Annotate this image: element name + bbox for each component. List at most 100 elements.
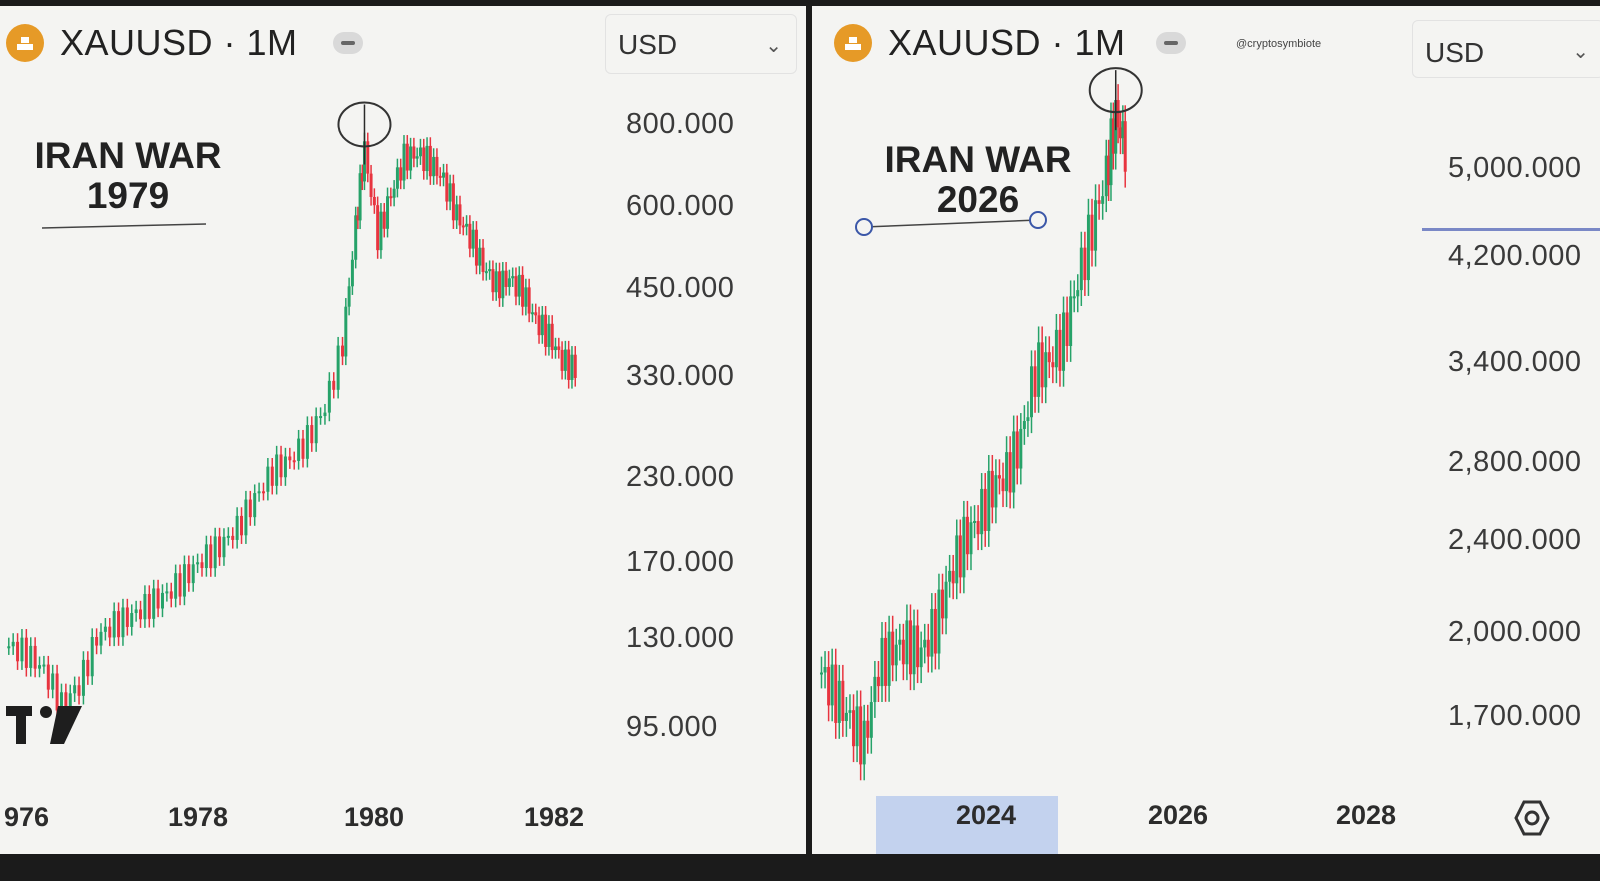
candle <box>844 712 848 721</box>
year-label: 2024 <box>956 800 1017 830</box>
candle <box>147 593 151 619</box>
minus-icon[interactable] <box>333 32 363 54</box>
price-label: 3,400.000 <box>1448 346 1582 378</box>
candle <box>196 562 200 565</box>
candle <box>327 380 331 413</box>
candle <box>266 466 270 492</box>
candle <box>389 196 393 199</box>
candle <box>1090 214 1094 251</box>
candle <box>134 609 138 614</box>
minus-icon[interactable] <box>1156 32 1186 54</box>
price-line <box>1422 228 1600 231</box>
settings-icon[interactable] <box>1512 798 1552 838</box>
candle <box>270 466 274 486</box>
candle <box>442 172 446 178</box>
candle <box>484 271 488 274</box>
price-label: 95.000 <box>626 711 718 743</box>
candle <box>165 591 169 594</box>
candle <box>923 639 927 648</box>
price-label: 450.000 <box>626 272 735 304</box>
candle <box>537 315 541 336</box>
watermark: @cryptosymbiote <box>1236 38 1322 50</box>
candle <box>501 270 505 299</box>
candle <box>376 205 380 251</box>
chart-header: XAUUSD · 1M USD ⌄ <box>0 6 806 76</box>
year-label: 2026 <box>1148 800 1209 830</box>
candle <box>1076 290 1080 297</box>
annotation-line2: 2026 <box>936 179 1020 220</box>
price-label: 1,700.000 <box>1448 700 1582 732</box>
candle <box>386 196 390 229</box>
candle <box>905 620 909 665</box>
candle <box>841 680 845 721</box>
candle <box>997 475 1001 479</box>
candle <box>926 639 930 657</box>
candle <box>937 589 941 654</box>
candle <box>319 416 323 419</box>
candle <box>292 460 296 463</box>
candle <box>38 665 42 669</box>
chevron-down-icon: ⌄ <box>765 35 782 57</box>
candle <box>369 173 373 197</box>
annotation-underline <box>863 219 1039 228</box>
candle <box>912 625 916 675</box>
candle <box>859 706 863 765</box>
candle <box>976 521 980 535</box>
year-label: 2028 <box>1336 800 1397 830</box>
candle <box>987 470 991 531</box>
line-handle[interactable] <box>855 218 873 236</box>
candle <box>68 693 72 708</box>
candle <box>521 274 525 307</box>
candle <box>1072 296 1076 299</box>
price-label: 170.000 <box>626 546 735 578</box>
candle <box>1058 329 1062 371</box>
candle <box>837 680 841 723</box>
candle <box>819 672 823 675</box>
candle <box>16 641 20 662</box>
candle <box>235 515 239 540</box>
candle <box>59 692 63 711</box>
candle <box>402 143 406 181</box>
candle <box>422 147 426 172</box>
candle <box>46 664 50 690</box>
candle <box>1083 247 1087 281</box>
candle <box>554 346 557 351</box>
candle <box>465 223 469 227</box>
candle <box>471 229 475 249</box>
candle <box>360 173 364 182</box>
candle <box>1101 196 1105 204</box>
candle <box>563 349 567 371</box>
candle <box>1001 478 1005 492</box>
candlestick-chart-1979 <box>7 101 577 720</box>
currency-select[interactable]: USD ⌄ <box>1412 20 1600 78</box>
candle <box>951 570 955 584</box>
candle <box>332 380 336 390</box>
year-label: 1982 <box>524 802 585 832</box>
candle <box>253 493 257 518</box>
price-label: 330.000 <box>626 360 735 392</box>
annotation-underline <box>41 223 207 229</box>
currency-select[interactable]: USD ⌄ <box>605 14 797 74</box>
candle <box>409 146 413 171</box>
gold-bars-icon <box>6 24 44 62</box>
line-handle[interactable] <box>1029 211 1047 229</box>
candle <box>231 535 235 540</box>
candle <box>908 620 912 675</box>
candle <box>534 312 538 316</box>
candle <box>1051 362 1055 368</box>
candle <box>1033 366 1037 397</box>
currency-label: USD <box>1425 37 1485 68</box>
candle <box>983 488 987 531</box>
tradingview-logo[interactable] <box>6 706 82 748</box>
price-label: 2,400.000 <box>1448 524 1582 556</box>
candle <box>305 425 309 459</box>
candle <box>1022 421 1026 429</box>
candle <box>855 706 859 747</box>
candle <box>980 488 984 535</box>
candle <box>894 644 898 666</box>
candle <box>356 215 360 221</box>
candle <box>418 147 422 157</box>
candle <box>898 639 902 645</box>
candle <box>51 673 55 690</box>
candle <box>1104 155 1108 197</box>
